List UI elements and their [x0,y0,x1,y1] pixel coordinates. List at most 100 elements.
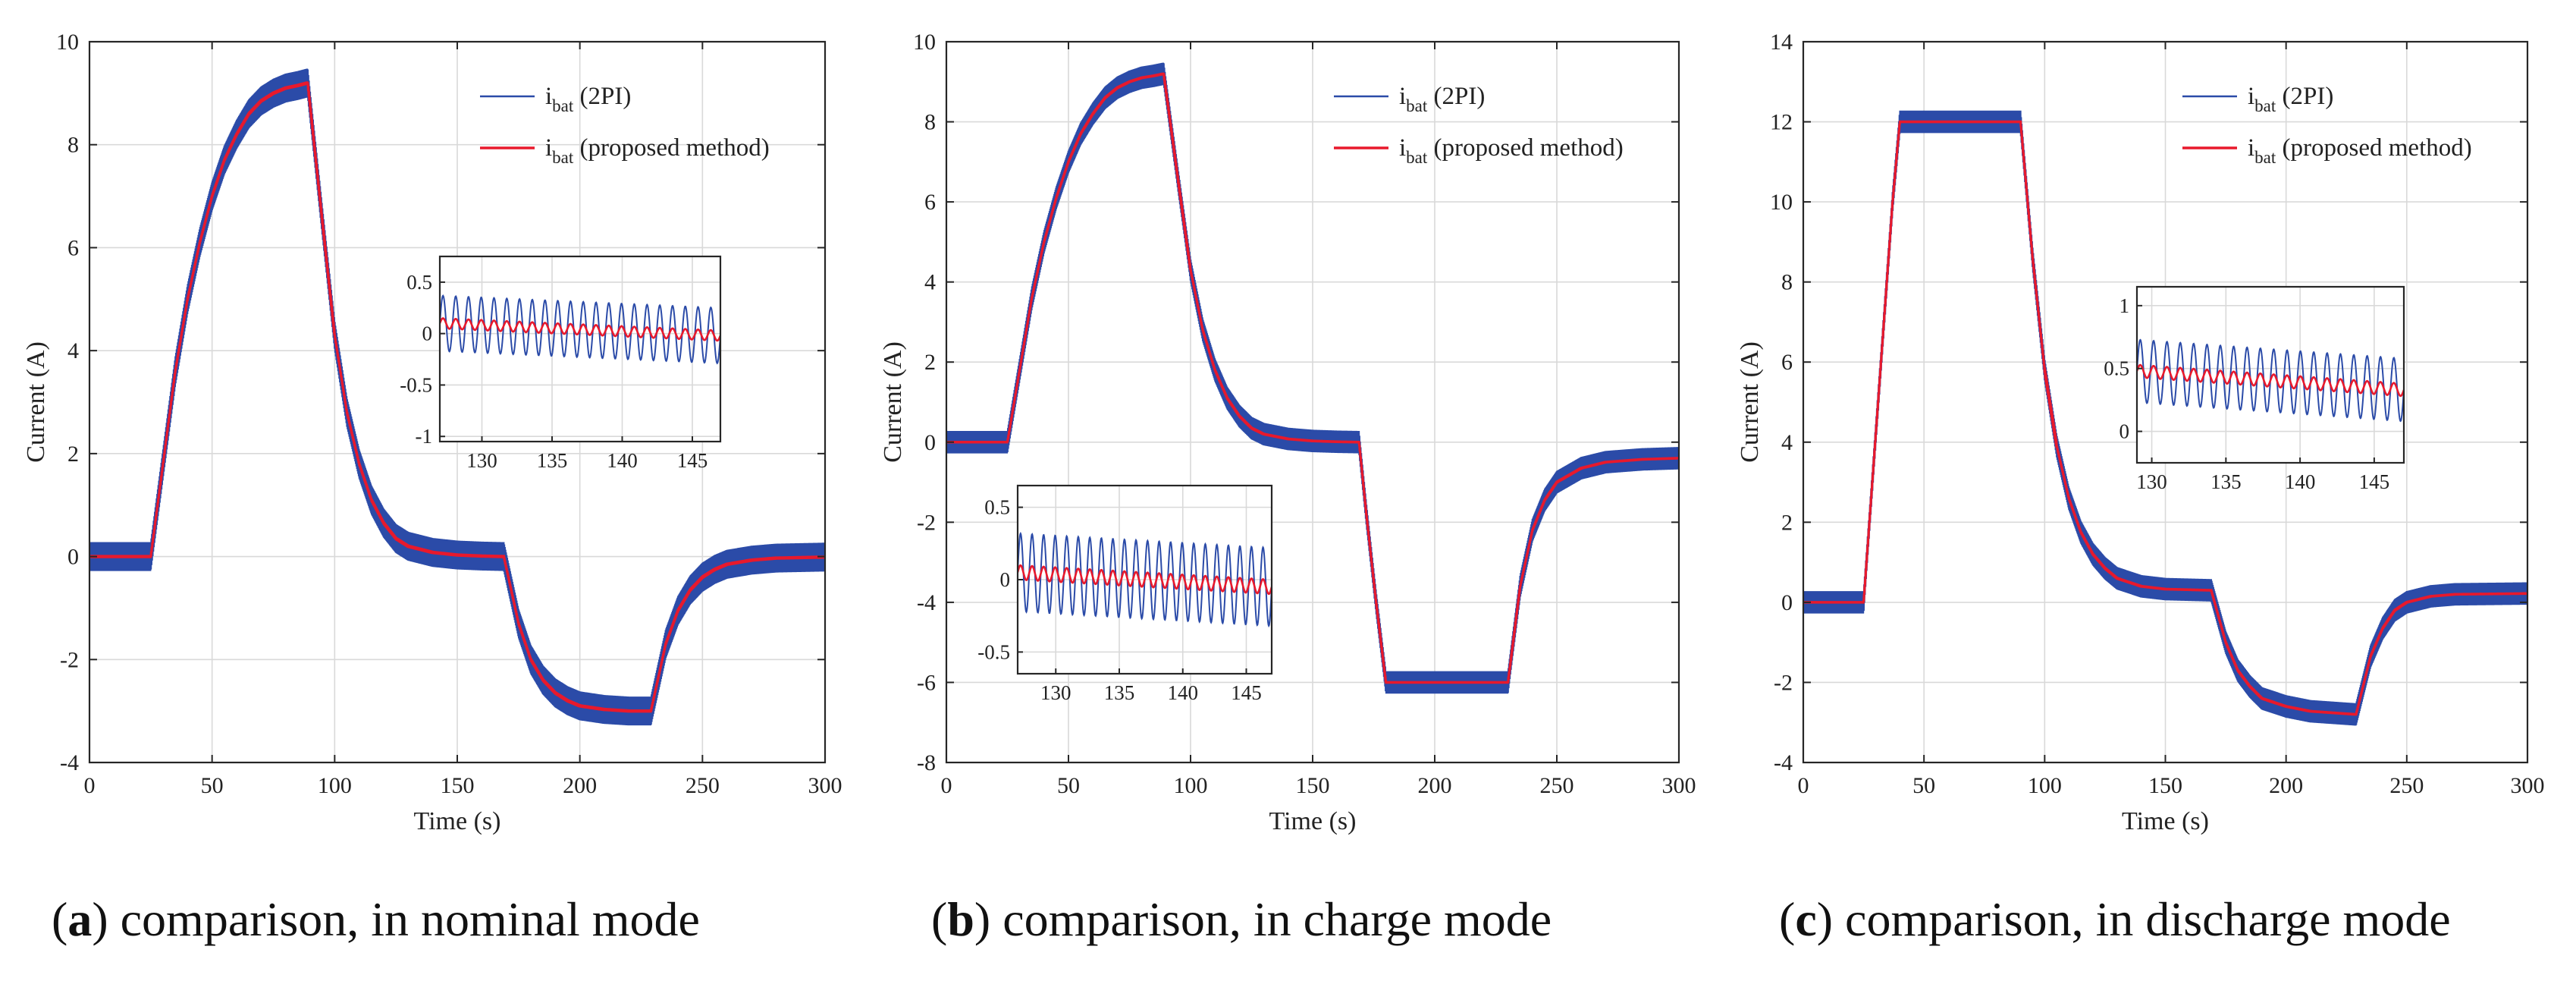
x-tick-label: 50 [201,773,224,798]
panel-caption: (a) comparison, in nominal mode [52,892,700,946]
legend-entry: ibat (proposed method) [1334,134,1624,167]
legend-entry: ibat (2PI) [480,83,631,115]
y-tick-label: 6 [1781,350,1793,375]
legend: ibat (2PI) ibat (proposed method) [1334,83,1624,167]
y-tick-label: 10 [913,30,936,55]
y-tick-label: -8 [917,750,936,775]
inset-zoom: 130 135 140 145 0.5 0 -0.5 [977,484,1273,704]
inset-y-tick-label: -0.5 [977,640,1010,663]
legend-label: ibat (2PI) [545,83,631,115]
legend-entry: ibat (2PI) [2182,83,2333,115]
y-axis-label: Current (A) [1736,341,1764,463]
x-tick-label: 200 [563,773,597,798]
x-tick-label: 0 [941,773,952,798]
x-tick-label: 250 [1540,773,1574,798]
inset-y-tick-label: 0.5 [2104,357,2129,380]
y-tick-label: 6 [67,235,79,260]
inset-frame [2135,285,2405,464]
inset-y-tick-label: 0 [1000,568,1011,591]
y-tick-label: 0 [924,430,936,455]
inset-x-tick-label: 145 [677,449,708,472]
inset-y-tick-label: -0.5 [400,373,432,396]
inset-x-tick-label: 135 [1104,681,1135,704]
inset-x-tick-label: 140 [607,449,638,472]
x-tick-label: 200 [1418,773,1452,798]
x-tick-label: 300 [2511,773,2545,798]
inset-y-tick-label: 0.5 [406,271,432,294]
inset-x-tick-label: 135 [2210,470,2242,493]
x-tick-label: 0 [1798,773,1809,798]
legend-entry: ibat (proposed method) [480,134,770,167]
y-tick-label: 2 [1781,510,1793,535]
legend-label: ibat (proposed method) [2248,134,2472,167]
series-line-proposed [946,72,1679,684]
y-tick-label: 4 [67,338,79,363]
x-tick-label: 150 [2148,773,2182,798]
inset-y-tick-label: 0 [422,322,433,345]
inset-x-tick-label: 140 [2285,470,2316,493]
inset-x-tick-label: 145 [2359,470,2390,493]
y-tick-label: 0 [1781,590,1793,615]
y-tick-label: 6 [924,190,936,215]
y-tick-label: 8 [924,110,936,135]
grid [1803,42,2527,762]
y-tick-label: -2 [60,647,79,672]
y-tick-label: 4 [1781,430,1793,455]
x-tick-label: 150 [441,773,475,798]
y-axis-label: Current (A) [22,341,50,463]
y-tick-label: 10 [1770,190,1793,215]
x-tick-label: 100 [318,773,352,798]
panel-caption: (c) comparison, in discharge mode [1779,892,2451,946]
x-axis-label: Time (s) [414,807,501,835]
inset-x-tick-label: 130 [466,449,497,472]
legend-label: ibat (proposed method) [545,134,770,167]
legend-label: ibat (2PI) [2248,83,2333,115]
x-tick-label: 300 [808,773,842,798]
y-tick-label: -4 [60,750,79,775]
legend-label: ibat (2PI) [1399,83,1485,115]
inset-x-tick-label: 145 [1231,681,1262,704]
y-tick-label: 8 [67,133,79,158]
inset-series-line-proposed [2137,363,2404,398]
chart-panel-a: 0 50 100 150 200 250 300 -4 -2 0 2 4 6 8 10 Time (s) Cur… [22,30,842,946]
x-tick-label: 250 [686,773,720,798]
x-tick-label: 50 [1057,773,1080,798]
y-tick-label: 12 [1770,110,1793,135]
y-tick-label: -4 [917,590,936,615]
x-tick-label: 50 [1912,773,1935,798]
inset-zoom: 130 135 140 145 0.5 0 -0.5 -1 [400,255,722,472]
y-tick-label: 2 [67,442,79,467]
y-tick-label: -2 [1774,670,1793,695]
x-tick-label: 0 [84,773,96,798]
series-line-proposed [89,81,825,713]
inset-y-tick-label: -1 [416,425,433,448]
inset-x-tick-label: 130 [1040,681,1072,704]
x-tick-label: 100 [2028,773,2062,798]
y-tick-label: 10 [56,30,79,55]
x-tick-label: 300 [1662,773,1696,798]
y-tick-label: -2 [917,510,936,535]
y-tick-label: 2 [924,350,936,375]
inset-y-tick-label: 1 [2119,294,2130,317]
inset-series-line-proposed [440,317,720,342]
y-tick-label: 14 [1770,30,1793,55]
x-tick-label: 200 [2269,773,2303,798]
legend: ibat (2PI) ibat (proposed method) [480,83,770,167]
legend: ibat (2PI) ibat (proposed method) [2182,83,2472,167]
inset-y-tick-label: 0.5 [984,496,1010,519]
y-tick-label: 8 [1781,270,1793,295]
y-tick-label: -6 [917,670,936,695]
inset-y-tick-label: 0 [2119,420,2130,443]
panel-caption: (b) comparison, in charge mode [931,892,1552,946]
inset-x-tick-label: 135 [537,449,568,472]
legend-entry: ibat (2PI) [1334,83,1485,115]
inset-frame [438,255,722,443]
inset-zoom: 130 135 140 145 1 0.5 0 [2104,285,2405,493]
inset-x-tick-label: 140 [1168,681,1199,704]
x-tick-label: 100 [1174,773,1208,798]
x-tick-label: 250 [2389,773,2424,798]
legend-label: ibat (proposed method) [1399,134,1624,167]
chart-panel-b: 0 50 100 150 200 250 300 -8 -6 -4 -2 0 2 4 6 8 10 Time (s… [879,30,1696,946]
